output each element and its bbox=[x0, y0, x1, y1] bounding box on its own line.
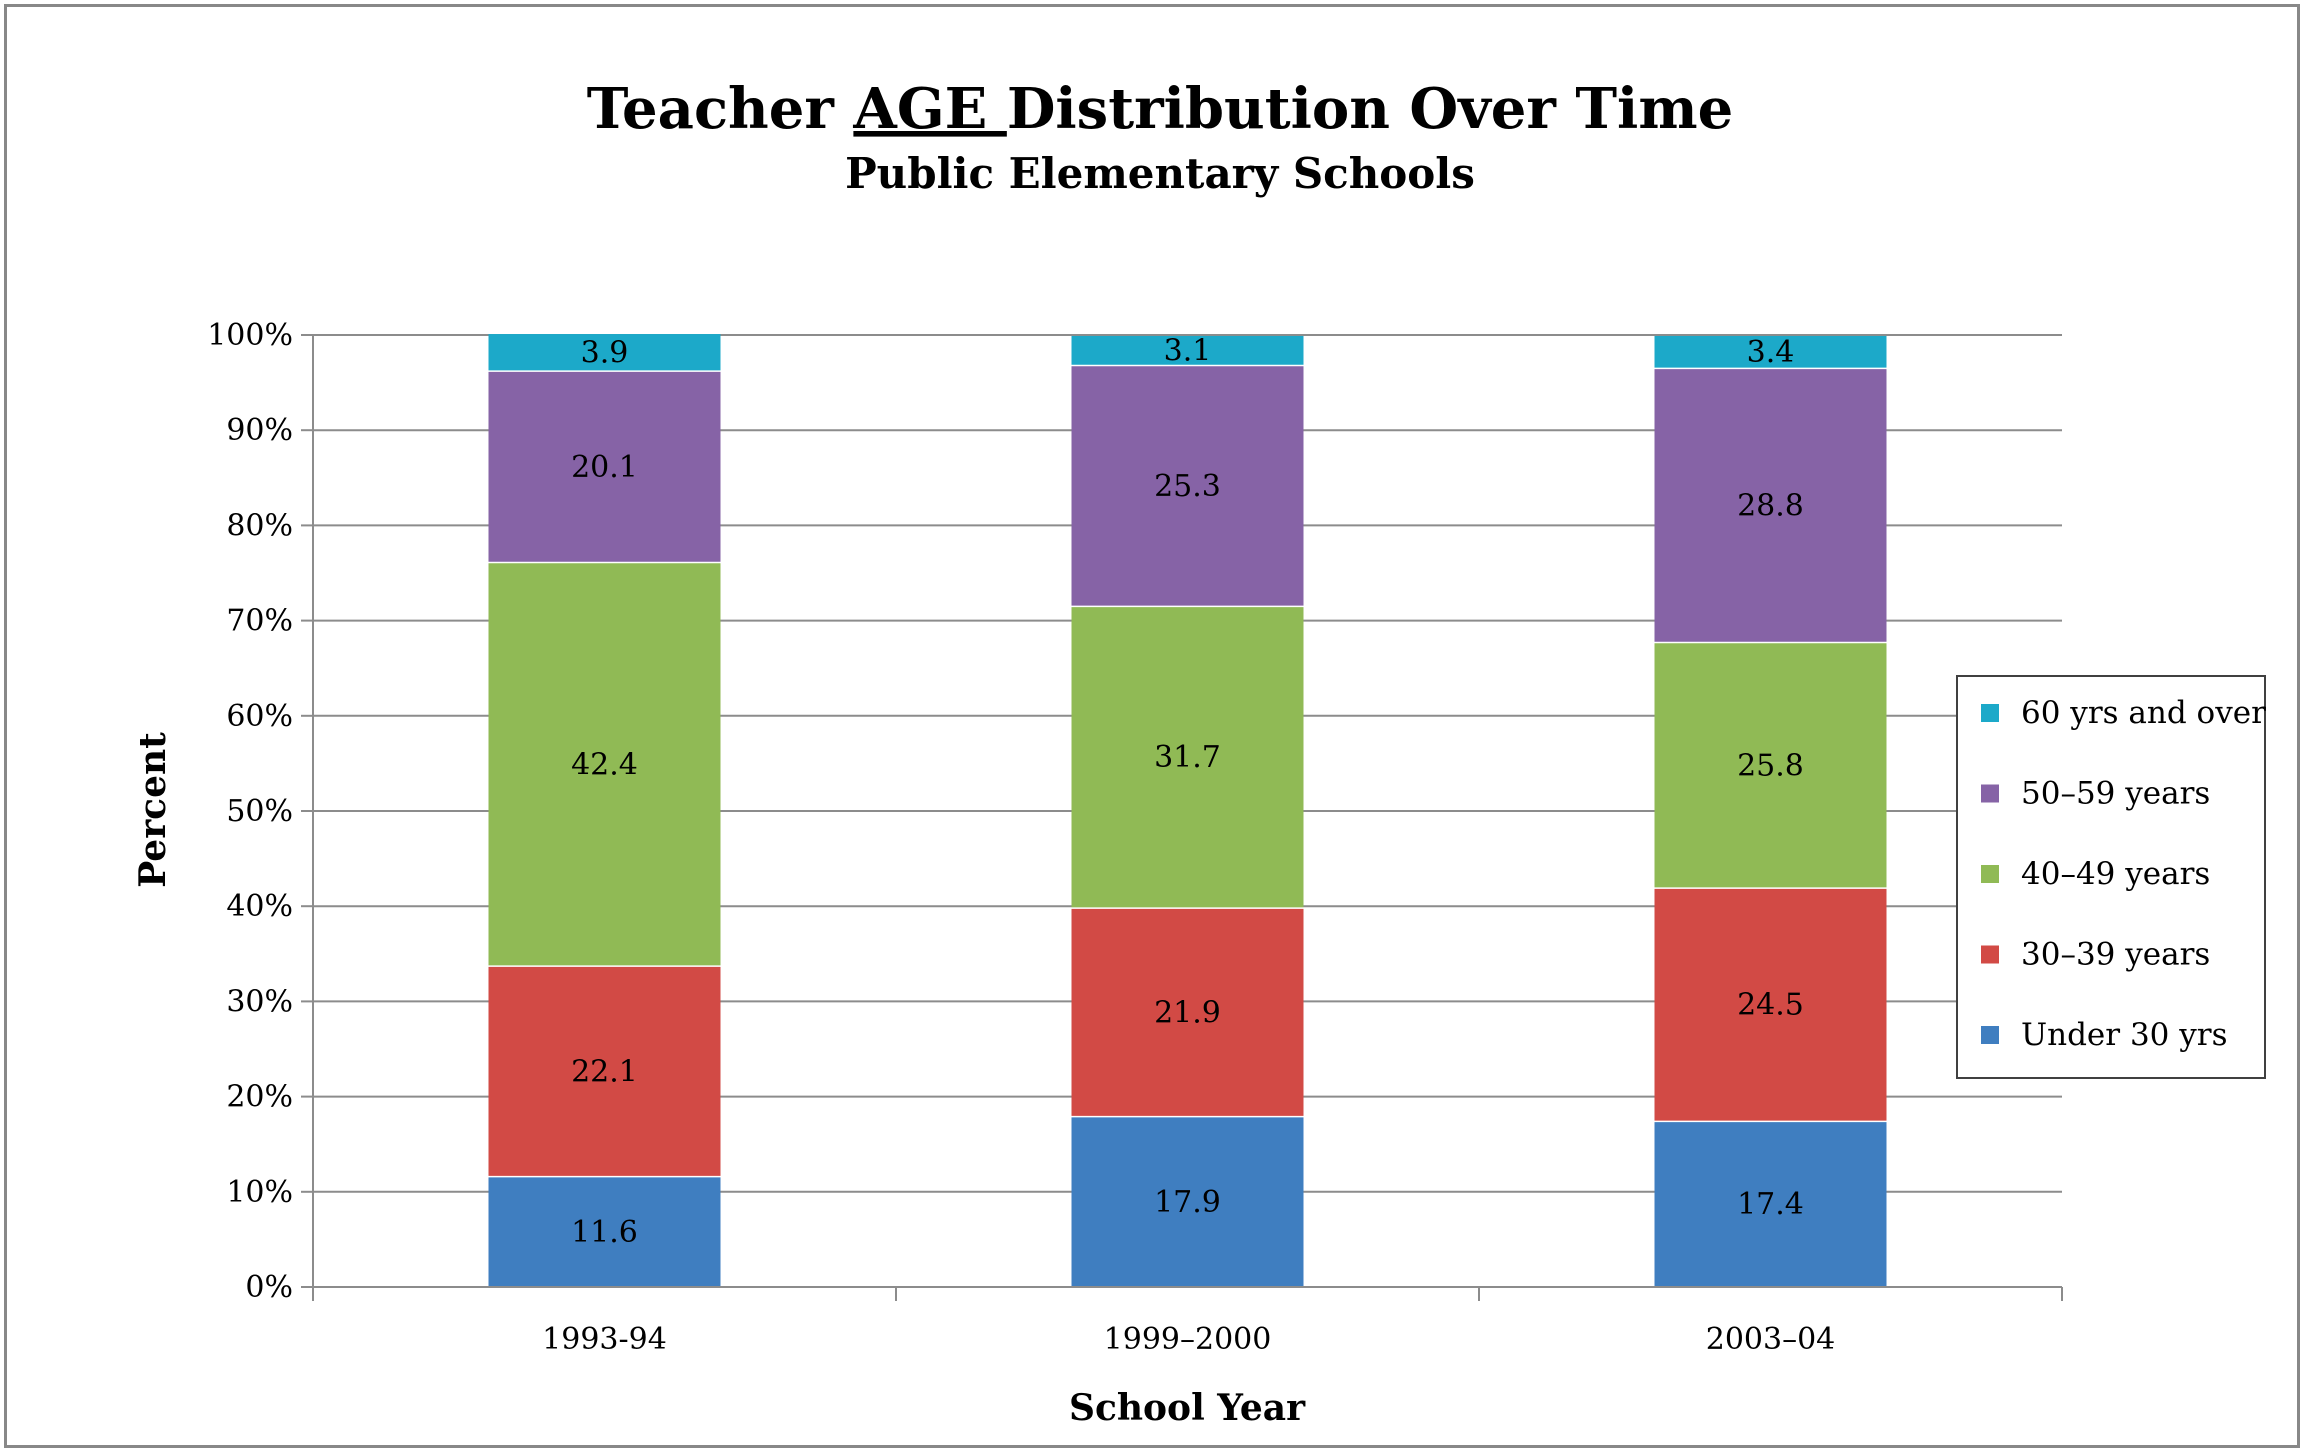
y-tick-label-40: 40% bbox=[226, 889, 293, 924]
bar-segment bbox=[1071, 365, 1304, 607]
data-label: 3.1 bbox=[1164, 334, 1212, 369]
bar-segment bbox=[488, 562, 721, 967]
y-tick-label-100: 100% bbox=[207, 318, 293, 353]
legend-label: Under 30 yrs bbox=[2021, 1017, 2228, 1053]
x-tick-label: 2003–04 bbox=[1706, 1322, 1836, 1357]
bar-segment bbox=[1654, 368, 1887, 643]
legend-label: 40–49 years bbox=[2021, 856, 2210, 892]
y-tick-label-90: 90% bbox=[226, 413, 293, 448]
bar-segment bbox=[1071, 606, 1304, 909]
data-label: 31.7 bbox=[1154, 740, 1221, 775]
bar-segment bbox=[1654, 1121, 1887, 1287]
y-tick-label-70: 70% bbox=[226, 604, 293, 639]
legend: 60 yrs and over 50–59 years 40–49 years 30–… bbox=[1956, 675, 2266, 1079]
axes-group: 0% 10% 20% 30% 40% 50% 60% 70% 80% 90% 100% 1993-94… bbox=[207, 318, 2063, 1357]
bar-segment bbox=[488, 334, 721, 372]
y-tick-label-30: 30% bbox=[226, 984, 293, 1019]
legend-box bbox=[1956, 675, 2266, 1079]
data-label: 28.8 bbox=[1737, 488, 1804, 523]
chart-title-part-2: AGE bbox=[852, 76, 1006, 142]
x-tick-label: 1993-94 bbox=[542, 1322, 667, 1357]
legend-swatch bbox=[1981, 704, 1999, 722]
data-label: 25.3 bbox=[1154, 469, 1221, 504]
x-tick-label: 1999–2000 bbox=[1104, 1322, 1272, 1357]
bar-segment bbox=[1071, 1116, 1304, 1287]
bar-segment bbox=[1071, 335, 1304, 366]
bar-segment bbox=[1654, 642, 1887, 889]
bar-segment bbox=[1654, 335, 1887, 369]
data-label: 42.4 bbox=[571, 747, 638, 782]
y-tick-label-60: 60% bbox=[226, 699, 293, 734]
bar-segment bbox=[1071, 908, 1304, 1117]
data-label: 21.9 bbox=[1154, 995, 1221, 1030]
y-axis-title: Percent bbox=[132, 732, 174, 888]
legend-swatch bbox=[1981, 784, 1999, 803]
y-tick-label-50: 50% bbox=[226, 794, 293, 829]
data-label: 24.5 bbox=[1737, 988, 1804, 1023]
chart-title: Teacher AGE Distribution Over Time bbox=[587, 76, 1733, 142]
data-label: 3.9 bbox=[581, 336, 629, 371]
y-tick-label-80: 80% bbox=[226, 508, 293, 543]
y-tick-label-0: 0% bbox=[245, 1270, 293, 1305]
data-label: 25.8 bbox=[1737, 748, 1804, 783]
legend-label: 50–59 years bbox=[2021, 776, 2210, 812]
data-label: 17.9 bbox=[1154, 1185, 1221, 1220]
data-label: 22.1 bbox=[571, 1054, 638, 1089]
data-label: 17.4 bbox=[1737, 1187, 1804, 1222]
data-label: 3.4 bbox=[1747, 335, 1795, 370]
legend-label: 30–39 years bbox=[2021, 937, 2210, 973]
legend-swatch bbox=[1981, 1026, 1999, 1044]
bar-segment bbox=[488, 966, 721, 1177]
bar-segment bbox=[488, 371, 721, 563]
chart-title-part-3: Distribution Over Time bbox=[1007, 76, 1733, 142]
x-axis-title: School Year bbox=[1069, 1387, 1306, 1429]
y-tick-label-10: 10% bbox=[226, 1175, 293, 1210]
data-label: 20.1 bbox=[571, 450, 638, 485]
bars-group: 11.6 22.1 42.4 20.1 3.9 17.9 21.9 31.7 25.3 3.1 17… bbox=[488, 334, 1887, 1287]
y-tick-label-20: 20% bbox=[226, 1080, 293, 1115]
legend-label: 60 yrs and over bbox=[2021, 695, 2266, 731]
legend-swatch bbox=[1981, 945, 1999, 964]
bar-segment bbox=[488, 1176, 721, 1287]
data-label: 11.6 bbox=[571, 1215, 638, 1250]
chart-title-part-1: Teacher bbox=[587, 76, 854, 142]
chart-subtitle: Public Elementary Schools bbox=[845, 149, 1475, 198]
legend-swatch bbox=[1981, 865, 1999, 883]
bar-segment bbox=[1654, 888, 1887, 1122]
